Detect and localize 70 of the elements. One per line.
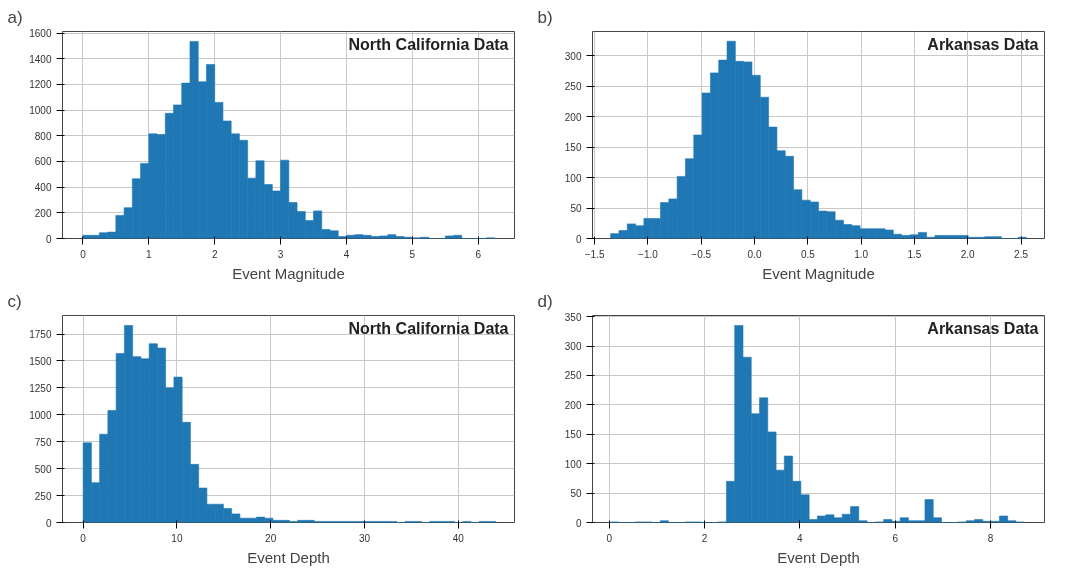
chart-title: Arkansas Data xyxy=(927,35,1039,53)
x-tick-label: 5 xyxy=(409,248,416,260)
y-tick-label: 1000 xyxy=(29,105,52,117)
x-axis-title: Event Depth xyxy=(777,548,860,566)
x-tick-label: 40 xyxy=(452,532,465,544)
x-axis-title: Event Depth xyxy=(247,548,330,566)
x-tick-label: 0 xyxy=(80,248,87,260)
y-tick-label: 250 xyxy=(34,490,52,502)
y-tick-label: 200 xyxy=(564,399,582,411)
x-tick-label: 1 xyxy=(146,248,153,260)
x-axis-title: Event Magnitude xyxy=(232,264,345,282)
text: b) xyxy=(537,7,553,27)
text: d) xyxy=(537,291,553,311)
y-tick-label: 300 xyxy=(564,50,582,62)
y-tick-label: 1500 xyxy=(29,355,52,367)
y-tick-label: 500 xyxy=(34,463,52,475)
y-tick-label: 1750 xyxy=(29,329,52,341)
x-tick-label: 2.0 xyxy=(960,248,976,260)
y-tick-label: 800 xyxy=(34,130,52,142)
y-tick-label: 0 xyxy=(45,517,52,529)
chart-title: North California Data xyxy=(348,319,509,337)
y-tick-label: 0 xyxy=(45,233,52,245)
text: c) xyxy=(7,291,22,311)
y-tick-label: 50 xyxy=(570,488,582,500)
y-tick-label: 250 xyxy=(564,81,582,93)
y-tick-label: 50 xyxy=(570,203,582,215)
x-tick-label: 10 xyxy=(171,532,183,544)
x-tick-label: −0.5 xyxy=(691,248,712,260)
x-axis-title: Event Magnitude xyxy=(762,264,875,282)
y-tick-label: 250 xyxy=(564,370,582,382)
y-tick-label: 400 xyxy=(34,182,52,194)
x-tick-label: 0.5 xyxy=(800,248,816,260)
x-tick-label: 0.0 xyxy=(747,248,762,260)
x-tick-label: 6 xyxy=(892,532,899,544)
x-tick-label: 1.5 xyxy=(907,248,922,260)
y-tick-label: 1600 xyxy=(29,28,52,40)
chart-title: Arkansas Data xyxy=(927,319,1039,337)
x-tick-label: −1.0 xyxy=(638,248,659,260)
y-tick-label: 1250 xyxy=(29,382,52,394)
x-tick-label: 2.5 xyxy=(1014,248,1029,260)
chart-title: North California Data xyxy=(348,35,509,53)
y-tick-label: 150 xyxy=(564,429,582,441)
x-tick-label: 1.0 xyxy=(854,248,869,260)
x-tick-label: −1.5 xyxy=(584,248,605,260)
x-tick-label: 8 xyxy=(987,532,994,544)
x-tick-label: 6 xyxy=(475,248,482,260)
y-tick-label: 1200 xyxy=(29,79,52,91)
y-tick-label: 100 xyxy=(564,172,582,184)
y-tick-label: 600 xyxy=(34,156,52,168)
y-tick-label: 300 xyxy=(564,341,582,353)
y-tick-label: 1400 xyxy=(29,53,52,65)
y-tick-label: 200 xyxy=(34,207,52,219)
y-tick-label: 0 xyxy=(575,517,582,529)
text: a) xyxy=(7,7,23,27)
y-tick-label: 100 xyxy=(564,458,582,470)
y-tick-label: 200 xyxy=(564,111,582,123)
x-tick-label: 4 xyxy=(343,248,350,260)
x-tick-label: 2 xyxy=(701,532,708,544)
x-tick-label: 0 xyxy=(606,532,613,544)
y-tick-label: 750 xyxy=(34,436,52,448)
y-tick-label: 350 xyxy=(564,311,582,323)
y-tick-label: 150 xyxy=(564,142,582,154)
x-tick-label: 4 xyxy=(797,532,804,544)
x-tick-label: 30 xyxy=(358,532,371,544)
x-tick-label: 3 xyxy=(277,248,284,260)
x-tick-label: 0 xyxy=(80,532,87,544)
y-tick-label: 0 xyxy=(575,233,582,245)
x-tick-label: 2 xyxy=(211,248,218,260)
y-tick-label: 1000 xyxy=(29,409,52,421)
x-tick-label: 20 xyxy=(265,532,277,544)
